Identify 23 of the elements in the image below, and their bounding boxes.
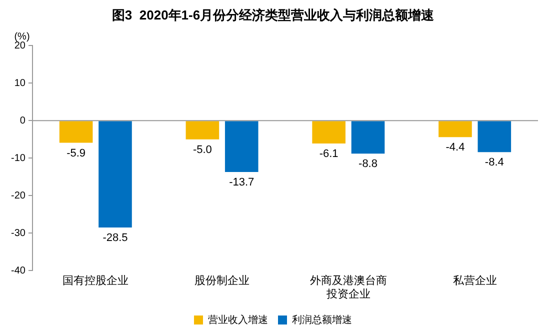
legend-label: 营业收入增速 (208, 314, 268, 326)
y-tick-label: -20 (11, 190, 26, 202)
x-tick-label: 国有控股企业 (62, 274, 129, 288)
data-label: -6.1 (319, 148, 338, 160)
y-tick-label: 20 (14, 40, 26, 52)
chart-title: 图3 2020年1-6月份分经济类型营业收入与利润总额增速 (112, 7, 436, 22)
data-label: -5.0 (192, 144, 212, 156)
legend-label: 利润总额增速 (292, 314, 352, 326)
data-label: -13.7 (229, 176, 254, 189)
x-tick-label: 私营企业 (452, 274, 497, 288)
y-tick-label: -30 (11, 228, 26, 239)
y-tick-label: -10 (11, 152, 26, 164)
y-tick-label: 0 (20, 115, 26, 126)
x-tick-label: 股份制企业 (194, 274, 250, 288)
y-tick-label: 10 (14, 78, 26, 89)
data-label: -5.9 (66, 147, 86, 160)
data-label: -8.8 (358, 158, 378, 170)
y-tick-label: -40 (11, 265, 26, 276)
y-axis-title: (%) (14, 31, 30, 42)
x-tick-label: 外商及港澳台商投资企业 (310, 274, 387, 300)
data-label: -8.4 (484, 156, 504, 169)
data-label: -28.5 (102, 232, 128, 244)
data-label: -4.4 (446, 142, 465, 154)
